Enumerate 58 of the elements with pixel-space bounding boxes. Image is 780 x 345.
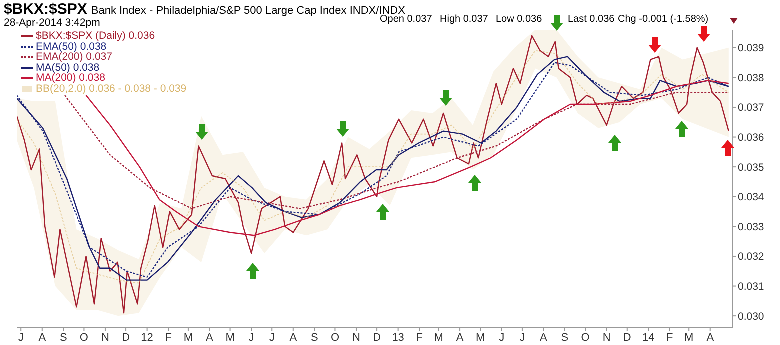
line-series bbox=[86, 80, 730, 236]
x-tick-label: 13 bbox=[392, 332, 404, 344]
x-tick-label: D bbox=[373, 332, 382, 344]
x-tick-label: A bbox=[456, 332, 464, 344]
text: Chg -0.001 (-1.58%) bbox=[618, 14, 709, 25]
x-tick-label: J bbox=[18, 332, 24, 344]
legend-label: EMA(50) 0.038 bbox=[36, 40, 107, 52]
x-tick-label: S bbox=[60, 332, 68, 344]
x-tick-label: J bbox=[269, 332, 275, 344]
x-tick-label: F bbox=[165, 332, 172, 344]
chart-title: $BKX:$SPX bbox=[4, 1, 88, 18]
legend-label: BB(20,2.0) 0.036 - 0.038 - 0.039 bbox=[36, 82, 187, 94]
x-tick-label: S bbox=[310, 332, 318, 344]
y-tick-label: 0.033 bbox=[738, 221, 764, 234]
x-tick-label: O bbox=[581, 332, 590, 344]
legend-label: $BKX:$SPX (Daily) 0.036 bbox=[36, 30, 156, 42]
x-tick-label: N bbox=[602, 332, 611, 344]
x-tick-label: M bbox=[226, 332, 235, 344]
y-tick-label: 0.034 bbox=[738, 192, 764, 204]
x-tick-label: N bbox=[352, 332, 361, 344]
legend-label: MA(50) 0.038 bbox=[36, 62, 100, 74]
text: High 0.037 bbox=[440, 14, 488, 25]
x-tick-label: D bbox=[122, 332, 130, 344]
x-tick-label: O bbox=[330, 332, 340, 344]
x-tick-label: 12 bbox=[141, 332, 154, 344]
y-tick-label: 0.035 bbox=[738, 162, 764, 174]
x-tick-label: M bbox=[434, 332, 444, 344]
x-tick-label: 14 bbox=[642, 332, 655, 344]
y-tick-label: 0.031 bbox=[738, 281, 764, 294]
y-tick-label: 0.038 bbox=[738, 72, 764, 84]
y-tick-label: 0.037 bbox=[738, 102, 764, 114]
text: Last 0.036 bbox=[568, 14, 615, 25]
text: Open 0.037 bbox=[380, 14, 432, 25]
y-tick-label: 0.030 bbox=[738, 310, 764, 323]
x-tick-label: J bbox=[248, 332, 254, 344]
x-tick-label: A bbox=[38, 332, 47, 344]
y-tick-label: 0.032 bbox=[738, 251, 764, 264]
text: Low 0.036 bbox=[496, 14, 542, 25]
x-tick-label: M bbox=[184, 332, 194, 344]
x-tick-label: F bbox=[666, 332, 674, 344]
x-tick-label: D bbox=[623, 332, 632, 344]
x-tick-label: A bbox=[290, 332, 298, 344]
legend-label: MA(200) 0.038 bbox=[36, 72, 106, 84]
x-tick-label: A bbox=[540, 332, 548, 344]
x-tick-label: F bbox=[416, 332, 424, 344]
x-tick-label: M bbox=[476, 332, 486, 344]
x-tick-label: N bbox=[101, 332, 110, 344]
y-tick-label: 0.039 bbox=[738, 42, 764, 55]
x-tick-label: A bbox=[206, 332, 214, 344]
x-tick-label: O bbox=[80, 332, 89, 344]
x-tick-label: A bbox=[706, 332, 715, 344]
x-tick-label: M bbox=[684, 332, 694, 344]
x-tick-label: J bbox=[499, 332, 505, 344]
legend-label: EMA(200) 0.037 bbox=[36, 51, 112, 63]
x-tick-label: S bbox=[561, 332, 569, 344]
text: 28-Apr-2014 3:42pm bbox=[4, 17, 100, 29]
y-tick-label: 0.036 bbox=[738, 132, 764, 144]
x-tick-label: J bbox=[520, 332, 526, 344]
